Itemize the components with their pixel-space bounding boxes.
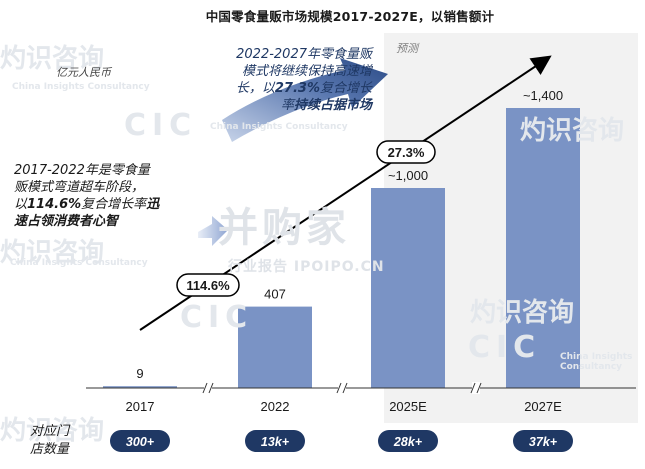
x-tick-2022: 2022 <box>261 399 290 414</box>
bar-2022 <box>238 306 312 388</box>
store-count-badge-2017: 300+ <box>110 430 170 452</box>
store-count-text-2022: 13k+ <box>261 435 290 449</box>
note-right-line2: 模式将继续保持高速增 <box>241 64 372 79</box>
cagr-badge-label-2: 27.3% <box>388 145 425 160</box>
store-count-badge-2027e: 37k+ <box>513 430 573 452</box>
axis-break-2 <box>336 382 348 394</box>
store-count-label-line2: 店数量 <box>30 442 70 457</box>
cagr-badge-2: 27.3% <box>376 140 436 164</box>
store-count-label-line1: 对应门 <box>30 424 70 439</box>
bar-2027e <box>506 108 580 388</box>
y-unit-label: 亿元人民币 <box>56 66 111 79</box>
note-left-line1: 2017-2022年是零食量 <box>14 163 150 178</box>
value-label-2027e: ~1,400 <box>523 88 563 103</box>
note-left-line4: 速占领消费者心智 <box>14 214 119 229</box>
note-right-line1: 2022-2027年零食量贩 <box>236 47 372 62</box>
bar-2017 <box>103 386 177 388</box>
x-tick-2027e: 2027E <box>524 399 562 414</box>
value-label-2017: 9 <box>136 366 143 381</box>
value-label-2022: 407 <box>264 287 286 302</box>
value-label-2025e: ~1,000 <box>388 168 428 183</box>
axis-breaks <box>202 382 482 394</box>
forecast-label: 预测 <box>396 42 418 55</box>
bar-2025e <box>371 188 445 388</box>
store-count-text-2027e: 37k+ <box>529 435 558 449</box>
axis-break-1 <box>202 382 214 394</box>
cagr-badge-1: 114.6% <box>176 273 240 297</box>
growth-arrow-left <box>198 216 228 246</box>
note-left: 2017-2022年是零食量 贩模式弯道超车阶段， 以114.6%复合增长率迅 … <box>14 162 190 230</box>
axis-break-3 <box>470 382 482 394</box>
chart-title: 中国零食量贩市场规模2017-2027E，以销售额计 <box>205 9 495 24</box>
store-count-text-2017: 300+ <box>126 435 155 449</box>
note-right-line3: 长，以27.3%复合增长 <box>235 81 372 96</box>
store-count-badge-2022: 13k+ <box>245 430 305 452</box>
store-count-badges: 300+ 13k+ 28k+ 37k+ <box>110 430 573 452</box>
x-tick-2017: 2017 <box>126 399 155 414</box>
store-count-label: 对应门 店数量 <box>30 423 90 459</box>
store-count-badge-2025e: 28k+ <box>378 430 438 452</box>
store-count-text-2025e: 28k+ <box>393 435 423 449</box>
x-tick-2025e: 2025E <box>389 399 427 414</box>
bars-group <box>103 108 580 388</box>
note-right-line4: 率持续占据市场 <box>280 98 372 113</box>
note-right: 2022-2027年零食量贩 模式将继续保持高速增 长，以27.3%复合增长 率… <box>200 46 372 114</box>
x-tick-labels: 2017 2022 2025E 2027E <box>126 399 563 414</box>
growth-arrow-right <box>222 58 388 142</box>
note-left-line2: 贩模式弯道超车阶段， <box>14 180 145 195</box>
cagr-badges: 114.6% 27.3% <box>176 140 436 297</box>
value-labels-group: 9 407 ~1,000 ~1,400 <box>136 88 563 381</box>
note-left-line3: 以114.6%复合增长率迅 <box>14 197 160 212</box>
cagr-badge-label-1: 114.6% <box>186 278 230 293</box>
